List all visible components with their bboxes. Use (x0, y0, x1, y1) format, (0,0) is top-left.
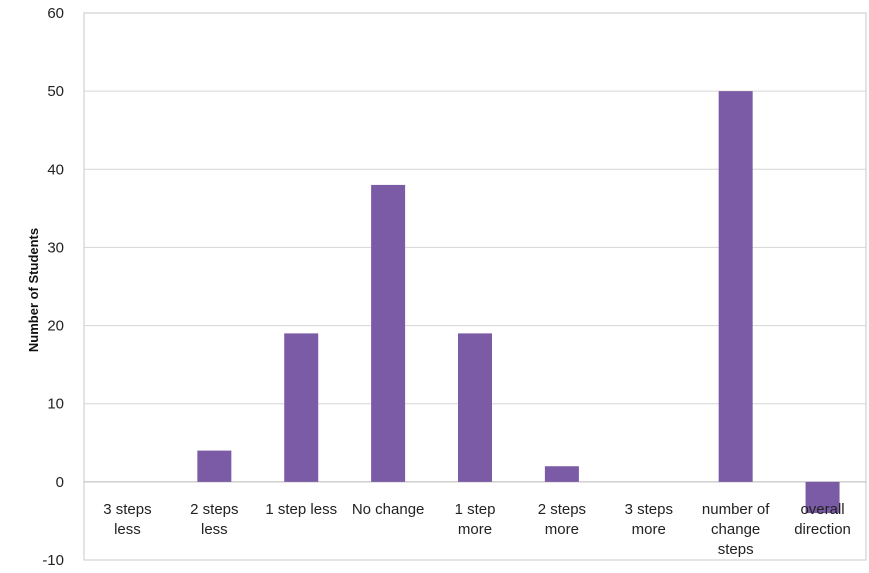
bar (718, 91, 753, 482)
x-category-label-line: overall (800, 501, 844, 518)
x-category-label-line: 1 step (455, 501, 496, 518)
y-tick-label: 0 (56, 474, 64, 491)
x-category-label-line: steps (718, 541, 754, 558)
y-tick-label: 50 (47, 83, 64, 100)
x-category-label: 1 step more (455, 501, 496, 538)
x-category-label: 2 steps less (190, 501, 238, 538)
x-category-label-line: No change (352, 501, 425, 518)
x-category-label-line: 2 steps (190, 501, 238, 518)
y-tick-label: 10 (47, 396, 64, 413)
x-category-label: 3 steps more (625, 501, 673, 538)
x-category-label-line: 2 steps (538, 501, 586, 518)
x-category-label-line: more (458, 521, 492, 538)
bar (371, 184, 406, 482)
bar (805, 481, 840, 514)
x-category-label-line: more (632, 521, 666, 538)
x-category-label-line: direction (794, 521, 851, 538)
x-category-label: overall direction (794, 501, 851, 538)
y-tick-label: 20 (47, 318, 64, 335)
y-tick-labels: -10 0 10 20 30 40 50 60 (42, 5, 64, 569)
y-tick-label: -10 (42, 552, 64, 568)
x-category-labels: 3 steps less 2 steps less 1 step less No chan… (103, 501, 851, 558)
x-category-label-line: less (114, 521, 141, 538)
y-axis-title: Number of Students (26, 228, 41, 352)
x-category-label-line: 3 steps (625, 501, 673, 518)
x-category-label-line: less (201, 521, 228, 538)
x-category-label-line: 1 step less (265, 501, 337, 518)
x-category-label-line: change (711, 521, 760, 538)
x-category-label: 2 steps more (538, 501, 586, 538)
x-category-label-line: number of (702, 501, 770, 518)
y-tick-label: 60 (47, 5, 64, 22)
y-tick-label: 30 (47, 239, 64, 256)
x-category-label-line: 3 steps (103, 501, 151, 518)
bar (458, 333, 492, 482)
x-category-label-line: more (545, 521, 579, 538)
bars (197, 91, 840, 514)
bar (544, 466, 579, 482)
x-category-label: 3 steps less (103, 501, 151, 538)
x-category-label: No change (352, 501, 425, 518)
bar (197, 450, 232, 482)
x-category-label: 1 step less (265, 501, 337, 518)
bar (284, 333, 319, 482)
x-category-label: number of change steps (702, 501, 770, 558)
y-tick-label: 40 (47, 161, 64, 178)
